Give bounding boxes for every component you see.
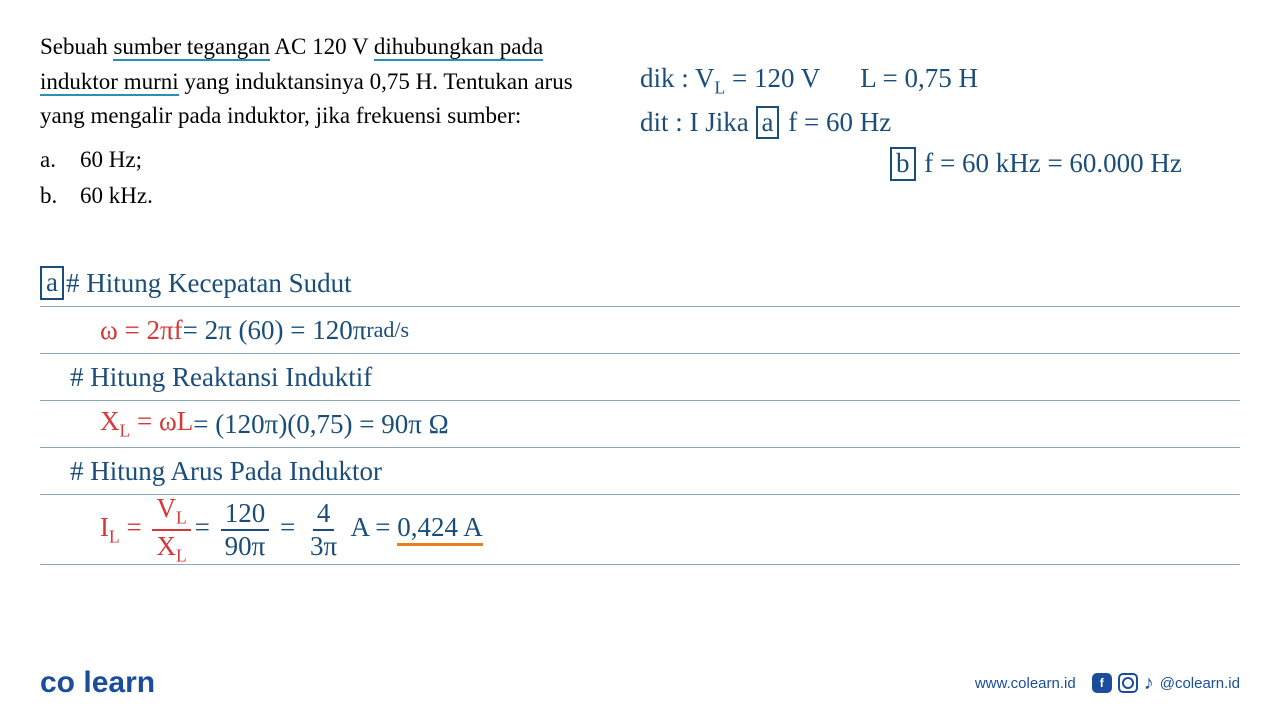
eq: = [195,512,217,542]
logo-learn: learn [83,666,155,699]
box-a: a [40,266,64,300]
eq: = [280,512,302,542]
formula-lhs: IL = VL XL [100,495,195,565]
solution-line-6: IL = VL XL = 120 90π = 4 3π A = 0,424 A [40,495,1240,565]
social-handle: @colearn.id [1160,675,1240,692]
underlined-text: sumber tegangan [113,34,269,61]
denominator: 3π [306,531,341,560]
var: X [100,406,120,436]
solution-line-3: # Hitung Reaktansi Induktif [40,354,1240,401]
var: V [156,493,176,523]
underlined-text: induktor murni [40,69,179,96]
dik-line: dik : VL = 120 V L = 0,75 H [640,58,1182,102]
sub-L: L [176,507,187,527]
problem-statement: Sebuah sumber tegangan AC 120 V dihubung… [40,30,600,134]
given-data: dik : VL = 120 V L = 0,75 H dit : I Jika… [640,58,1182,185]
option-a-text: 60 Hz; [80,142,142,179]
solution-line-1: a # Hitung Kecepatan Sudut [40,260,1240,307]
text: AC 120 V [270,34,374,59]
box-a: a [756,106,780,140]
fraction-vl-xl: VL XL [152,495,190,565]
logo: co learn [40,666,155,700]
sub-L: L [715,77,726,97]
eq: = ωL [130,406,193,436]
social-icons: f ♪ @colearn.id [1092,672,1240,695]
numerator: 120 [221,500,270,531]
step-title: # Hitung Arus Pada Induktor [70,456,382,487]
text: dit : I Jika [640,107,756,137]
tiktok-icon: ♪ [1144,672,1154,695]
solution-line-4: XL = ωL = (120π)(0,75) = 90π Ω [40,401,1240,448]
formula: ω = 2πf [100,315,183,346]
unit: A = [350,512,397,542]
solution-line-2: ω = 2πf = 2π (60) = 120π rad/s [40,307,1240,354]
answer: 0,424 A [397,512,483,546]
text: f = 60 kHz = 60.000 Hz [918,148,1182,178]
logo-co: co [40,666,75,699]
solution-line-5: # Hitung Arus Pada Induktor [40,448,1240,495]
numerator: 4 [313,500,335,531]
step-title: # Hitung Reaktansi Induktif [70,362,372,393]
unit: rad/s [366,317,409,343]
formula: XL = ωL [100,406,193,441]
var: X [156,531,176,561]
calc: = (120π)(0,75) = 90π Ω [193,409,449,440]
step-title: # Hitung Kecepatan Sudut [66,268,352,299]
underlined-text: dihubungkan pada [374,34,543,61]
website-url: www.colearn.id [975,675,1076,692]
numerator: VL [152,495,190,531]
text: = 120 V [725,63,820,93]
solution-work: a # Hitung Kecepatan Sudut ω = 2πf = 2π … [40,260,1240,565]
facebook-icon: f [1092,673,1112,693]
sub-L: L [176,545,187,565]
text: Sebuah [40,34,113,59]
text: f = 60 Hz [781,107,891,137]
fraction-120-90pi: 120 90π [221,500,270,560]
box-b: b [890,147,916,181]
option-b-text: 60 kHz. [80,178,153,215]
sub-L: L [120,421,131,441]
footer-right: www.colearn.id f ♪ @colearn.id [975,672,1240,695]
sub-L: L [109,526,120,546]
option-b-label: b. [40,178,80,215]
gap [820,63,861,93]
dit-line-2: b f = 60 kHz = 60.000 Hz [640,143,1182,185]
instagram-icon [1118,673,1138,693]
denominator: 90π [221,531,270,560]
text: L = 0,75 H [860,63,978,93]
fraction-4-3pi: 4 3π [306,500,341,560]
text: dik : V [640,63,715,93]
calc: = 2π (60) = 120π [183,315,367,346]
dit-line-1: dit : I Jika a f = 60 Hz [640,102,1182,144]
footer: co learn www.colearn.id f ♪ @colearn.id [40,666,1240,700]
calc: = 120 90π = 4 3π A = 0,424 A [195,500,483,560]
denominator: XL [152,531,190,565]
eq: = [120,512,149,542]
option-a-label: a. [40,142,80,179]
var: I [100,512,109,542]
